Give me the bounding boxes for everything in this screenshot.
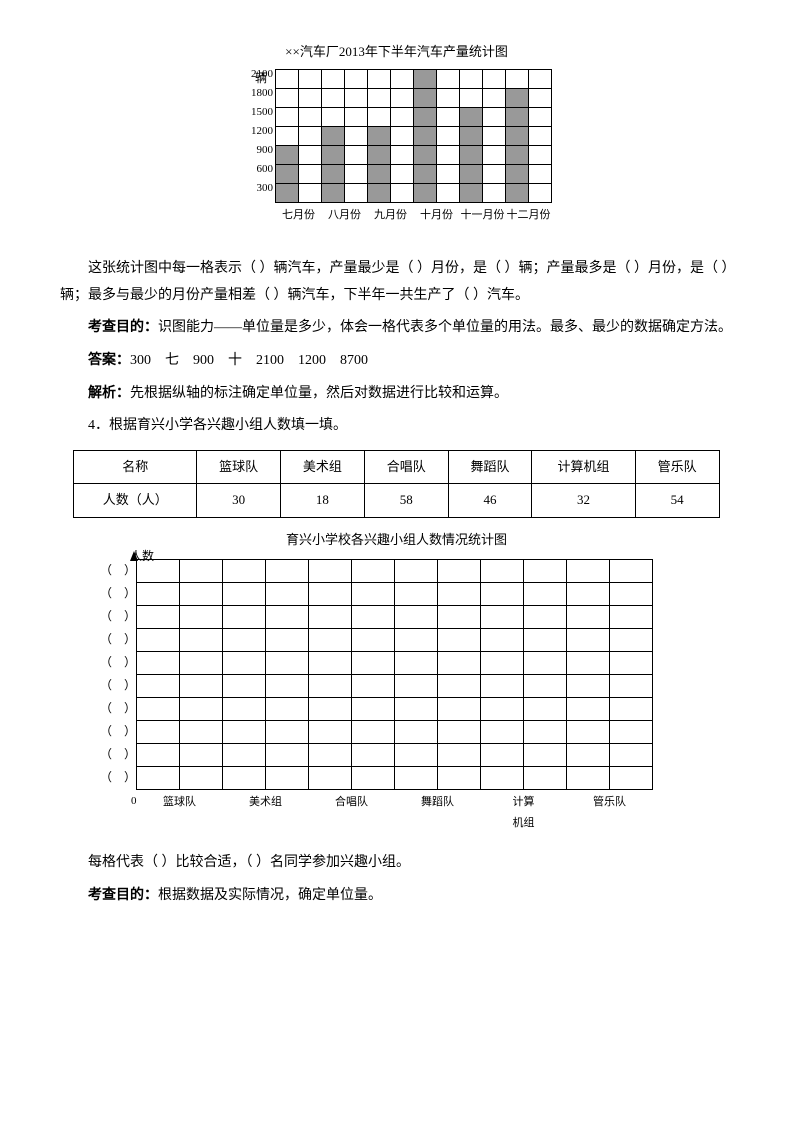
table-header-row: 名称篮球队美术组合唱队舞蹈队计算机组管乐队 bbox=[74, 450, 719, 484]
q3-answer-text: 300 七 900 十 2100 1200 8700 bbox=[130, 353, 368, 368]
table-cell: 30 bbox=[197, 484, 281, 518]
table-data-row: 人数（人）301858463254 bbox=[74, 484, 719, 518]
q4-text: 每格代表（ ）比较合适，（ ）名同学参加兴趣小组。 bbox=[60, 850, 733, 877]
chart1-container: ××汽车厂2013年下半年汽车产量统计图 辆 21001800150012009… bbox=[60, 40, 733, 236]
table-header-cell: 管乐队 bbox=[635, 450, 719, 484]
chart2: 人数 （ ）（ ）（ ）（ ）（ ）（ ）（ ）（ ）（ ）（ ）0篮球队美术组… bbox=[100, 559, 653, 834]
chart1-ytick: 900 bbox=[241, 145, 276, 164]
chart2-ytick-blank: （ ） bbox=[100, 628, 137, 651]
chart1-ytick: 2100 bbox=[241, 69, 276, 88]
chart2-ytick-blank: （ ） bbox=[100, 674, 137, 697]
chart2-ytick-blank: （ ） bbox=[100, 697, 137, 720]
chart1-ytick: 1200 bbox=[241, 126, 276, 145]
q4-purpose-label: 考查目的： bbox=[88, 888, 158, 903]
table-header-cell: 篮球队 bbox=[197, 450, 281, 484]
q3-analysis: 解析：先根据纵轴的标注确定单位量，然后对数据进行比较和运算。 bbox=[60, 381, 733, 408]
q3-analysis-text: 先根据纵轴的标注确定单位量，然后对数据进行比较和运算。 bbox=[130, 386, 508, 401]
q3-text: 这张统计图中每一格表示（ ）辆汽车，产量最少是（ ）月份，是（ ）辆；产量最多是… bbox=[60, 256, 733, 309]
q4-purpose: 考查目的：根据数据及实际情况，确定单位量。 bbox=[60, 883, 733, 910]
chart1-xlabel: 十一月份 bbox=[460, 202, 506, 225]
q3-answer: 答案：300 七 900 十 2100 1200 8700 bbox=[60, 348, 733, 375]
chart1-xlabel: 十月份 bbox=[414, 202, 460, 225]
chart1-ytick: 1500 bbox=[241, 107, 276, 126]
chart1-xlabel: 九月份 bbox=[368, 202, 414, 225]
table-header-cell: 计算机组 bbox=[532, 450, 635, 484]
chart2-xlabel: 篮球队 bbox=[137, 789, 223, 833]
chart2-xlabel: 合唱队 bbox=[309, 789, 395, 833]
chart2-ytick-blank: （ ） bbox=[100, 766, 137, 789]
chart1-title: ××汽车厂2013年下半年汽车产量统计图 bbox=[60, 40, 733, 65]
chart2-xlabel: 美术组 bbox=[223, 789, 309, 833]
chart2-ytick-blank: （ ） bbox=[100, 651, 137, 674]
chart2-xlabel: 舞蹈队 bbox=[395, 789, 481, 833]
chart1-xlabel: 十二月份 bbox=[506, 202, 552, 225]
q3-purpose-text: 识图能力——单位量是多少，体会一格代表多个单位量的用法。最多、最少的数据确定方法… bbox=[158, 320, 732, 335]
chart2-ytick-blank: （ ） bbox=[100, 743, 137, 766]
table-header-cell: 合唱队 bbox=[364, 450, 448, 484]
q3-analysis-label: 解析： bbox=[88, 386, 130, 401]
data-table: 名称篮球队美术组合唱队舞蹈队计算机组管乐队 人数（人）301858463254 bbox=[73, 450, 719, 518]
chart1: 辆 2100180015001200900600300七月份八月份九月份十月份十… bbox=[241, 69, 552, 226]
chart2-ytick-blank: （ ） bbox=[100, 720, 137, 743]
q3-answer-label: 答案： bbox=[88, 353, 130, 368]
table-cell: 46 bbox=[448, 484, 532, 518]
chart1-ytick: 1800 bbox=[241, 88, 276, 107]
chart1-grid: 2100180015001200900600300七月份八月份九月份十月份十一月… bbox=[241, 69, 552, 226]
table-header-cell: 美术组 bbox=[280, 450, 364, 484]
chart2-arrow-up-icon bbox=[130, 551, 138, 561]
chart2-title: 育兴小学校各兴趣小组人数情况统计图 bbox=[60, 528, 733, 553]
chart2-grid: （ ）（ ）（ ）（ ）（ ）（ ）（ ）（ ）（ ）（ ）0篮球队美术组合唱队… bbox=[100, 559, 653, 834]
table-row-label: 人数（人） bbox=[74, 484, 197, 518]
chart1-xlabel: 七月份 bbox=[276, 202, 322, 225]
chart1-ytick: 600 bbox=[241, 164, 276, 183]
table-header-cell: 名称 bbox=[74, 450, 197, 484]
chart2-xlabel: 管乐队 bbox=[567, 789, 653, 833]
chart2-container: 人数 （ ）（ ）（ ）（ ）（ ）（ ）（ ）（ ）（ ）（ ）0篮球队美术组… bbox=[100, 559, 733, 844]
chart1-ytick: 300 bbox=[241, 183, 276, 202]
table-header-cell: 舞蹈队 bbox=[448, 450, 532, 484]
table-cell: 58 bbox=[364, 484, 448, 518]
q3-purpose-label: 考查目的： bbox=[88, 320, 158, 335]
chart2-zero: 0 bbox=[100, 789, 137, 833]
table-cell: 18 bbox=[280, 484, 364, 518]
table-cell: 32 bbox=[532, 484, 635, 518]
q4-purpose-text: 根据数据及实际情况，确定单位量。 bbox=[158, 888, 382, 903]
q4-intro: 4．根据育兴小学各兴趣小组人数填一填。 bbox=[60, 413, 733, 440]
chart1-xlabel: 八月份 bbox=[322, 202, 368, 225]
chart2-ytick-blank: （ ） bbox=[100, 605, 137, 628]
chart2-xlabel: 计算 机组 bbox=[481, 789, 567, 833]
table-cell: 54 bbox=[635, 484, 719, 518]
q3-purpose: 考查目的：识图能力——单位量是多少，体会一格代表多个单位量的用法。最多、最少的数… bbox=[60, 315, 733, 342]
chart2-ytick-blank: （ ） bbox=[100, 582, 137, 605]
